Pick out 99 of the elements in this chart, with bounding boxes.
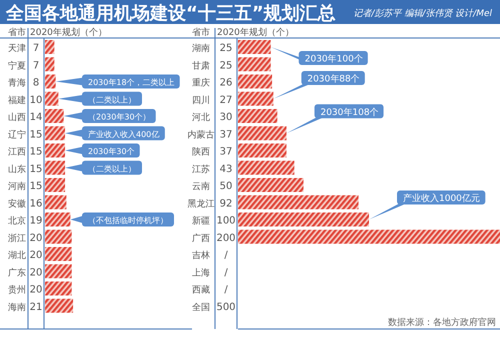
y-tick-label: 湖北 [8,250,26,261]
y-axis-title: 省市 [8,27,26,38]
data-label: 27 [220,94,232,106]
y-tick-label: 浙江 [8,232,26,244]
y-tick-label: 河南 [8,181,26,192]
y-tick-label: 重庆 [192,78,210,88]
chart-title: 全国各地通用机场建设“十三五”规划汇总 [5,3,336,24]
y-tick-label: 贵州 [8,284,26,296]
data-label: 20 [30,250,42,261]
y-tick-label: 北京 [8,216,26,226]
y-tick-label: 全国 [192,302,210,313]
data-label: 21 [30,302,42,313]
annotation: 2030年30个 [88,147,135,156]
y-tick-label: 四川 [192,94,210,106]
data-label: 25 [220,43,232,54]
y-tick-label: 山东 [8,164,26,175]
y-tick-label: 海南 [8,302,26,313]
bar [238,144,286,158]
bar [238,160,294,175]
text: 500 [216,302,236,313]
y-tick-label: 内蒙古 [188,129,214,140]
bar [238,195,359,210]
y-tick-label: 辽宁 [8,129,26,140]
y-tick-label: 吉林 [192,250,210,261]
data-label: 37 [220,129,232,140]
y-tick-label: 上海 [192,267,210,278]
y-tick-label: 甘肃 [192,60,210,72]
y-tick-label: 江苏 [192,164,210,175]
bar [45,264,72,278]
data-label: 30 [220,112,232,123]
data-label: 16 [30,198,42,210]
data-label: 20 [30,267,42,278]
bar [45,178,66,192]
data-label: 15 [30,164,42,175]
bar [45,195,66,210]
data-label: 20 [30,284,42,296]
bar [238,74,272,88]
text: / [224,267,228,278]
x-axis-title: 2020年规划（个） [30,27,107,38]
bar [238,109,278,123]
data-label: 43 [220,164,232,175]
annotation: 数据来源：各地方政府官网 [388,317,496,328]
y-tick-label: 青海 [8,78,26,88]
y-tick-label: 天津 [8,43,26,54]
y-tick-label: 山西 [8,112,26,123]
annotation: （2030年30个） [88,112,151,122]
y-tick-label: 福建 [8,94,26,106]
data-label: 100 [216,216,236,226]
data-label: 200 [216,232,236,244]
bar [45,40,54,54]
bar [45,282,72,296]
y-tick-label: 广西 [192,232,210,244]
bar [45,230,72,244]
y-tick-label: 湖南 [192,43,210,54]
annotation: 2030年18个，二类以上 [88,78,175,87]
bar [238,230,500,244]
annotation: 产业收入1000亿元 [403,193,480,204]
data-label: 8 [32,78,40,88]
bar [45,247,72,261]
annotation: （不包括临时停机坪） [88,216,168,225]
data-label: 19 [30,216,42,226]
data-label: 15 [30,181,42,192]
data-label: 26 [220,78,232,88]
text: / [224,284,228,296]
data-label: 92 [220,198,232,210]
data-label: 25 [220,60,232,72]
y-tick-label: 广东 [8,267,26,278]
annotation: 2030年88个 [307,74,360,84]
text: / [224,250,228,261]
data-label: 15 [30,129,42,140]
y-tick-label: 宁夏 [8,60,26,72]
annotation: （二类以上） [88,164,136,174]
y-tick-label: 安徽 [8,198,26,210]
annotation: 2030年100个 [304,54,363,64]
data-label: 7 [32,60,40,72]
bar [45,298,74,313]
y-tick-label: 云南 [192,181,210,192]
y-tick-label: 陕西 [192,146,210,158]
data-label: 10 [30,94,42,106]
bar [238,178,304,192]
annotation: 产业收入收入400亿 [88,130,160,139]
y-tick-label: 黑龙江 [188,198,214,210]
bar [45,57,54,72]
y-axis-title: 省市 [192,27,210,38]
y-tick-label: 江西 [8,146,26,158]
y-tick-label: 新疆 [192,216,210,226]
data-label: 14 [30,112,42,123]
data-label: 7 [32,43,40,54]
data-label: 20 [30,232,42,244]
data-label: 50 [220,181,232,192]
y-tick-label: 西藏 [192,284,210,296]
data-label: 37 [220,146,232,158]
annotation: （二类以上） [88,95,136,104]
annotation: 2030年108个 [320,106,379,118]
data-label: 15 [30,146,42,158]
bar [238,57,271,72]
chart-subtitle: 记者/彭苏平 编辑/张伟贤 设计/Mel [353,8,492,19]
x-axis-title: 2020年规划（个） [217,27,294,38]
y-tick-label: 河北 [192,112,210,123]
